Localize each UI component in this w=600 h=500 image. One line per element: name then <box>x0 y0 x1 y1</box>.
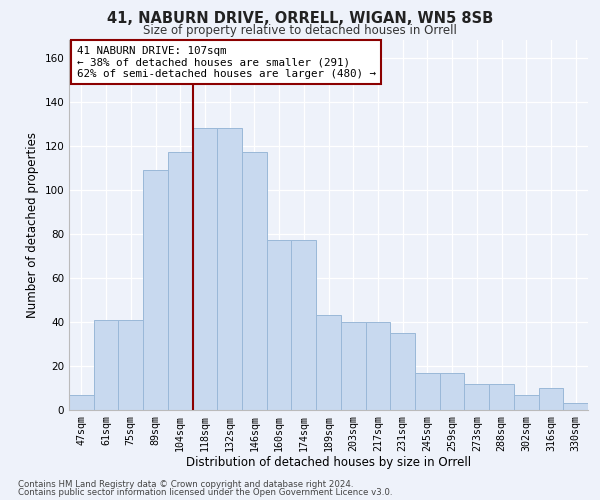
Bar <box>341 322 365 410</box>
Y-axis label: Number of detached properties: Number of detached properties <box>26 132 39 318</box>
Text: 41 NABURN DRIVE: 107sqm
← 38% of detached houses are smaller (291)
62% of semi-d: 41 NABURN DRIVE: 107sqm ← 38% of detache… <box>77 46 376 79</box>
Bar <box>217 128 242 410</box>
Bar <box>143 170 168 410</box>
Bar <box>390 333 415 410</box>
Bar <box>563 404 588 410</box>
Bar <box>316 316 341 410</box>
Bar <box>489 384 514 410</box>
Bar <box>415 372 440 410</box>
Bar <box>514 394 539 410</box>
Bar <box>440 372 464 410</box>
Text: Contains HM Land Registry data © Crown copyright and database right 2024.: Contains HM Land Registry data © Crown c… <box>18 480 353 489</box>
Bar <box>365 322 390 410</box>
Text: 41, NABURN DRIVE, ORRELL, WIGAN, WN5 8SB: 41, NABURN DRIVE, ORRELL, WIGAN, WN5 8SB <box>107 11 493 26</box>
Bar <box>242 152 267 410</box>
Bar <box>292 240 316 410</box>
Bar <box>118 320 143 410</box>
Text: Contains public sector information licensed under the Open Government Licence v3: Contains public sector information licen… <box>18 488 392 497</box>
Bar <box>539 388 563 410</box>
Bar <box>69 394 94 410</box>
Text: Size of property relative to detached houses in Orrell: Size of property relative to detached ho… <box>143 24 457 37</box>
Bar <box>168 152 193 410</box>
X-axis label: Distribution of detached houses by size in Orrell: Distribution of detached houses by size … <box>186 456 471 469</box>
Bar <box>193 128 217 410</box>
Bar <box>94 320 118 410</box>
Bar <box>464 384 489 410</box>
Bar <box>267 240 292 410</box>
